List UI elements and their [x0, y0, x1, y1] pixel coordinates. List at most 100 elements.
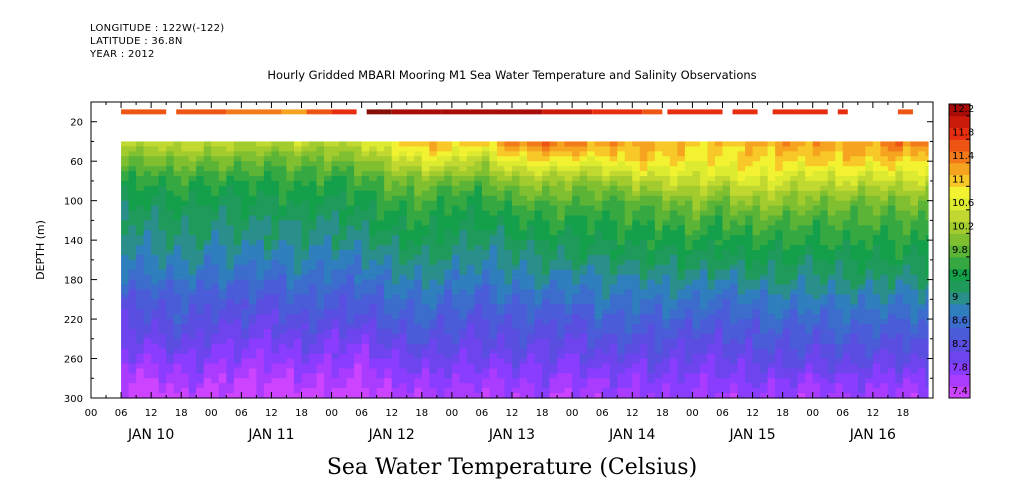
heatmap-cell [707, 171, 716, 177]
heatmap-cell [226, 185, 235, 192]
heatmap-cell [241, 319, 250, 325]
heatmap-cell [188, 254, 197, 261]
heatmap-cell [376, 250, 385, 256]
heatmap-cell [391, 156, 400, 162]
heatmap-cell [436, 146, 445, 152]
heatmap-cell [579, 328, 588, 335]
heatmap-cell [361, 151, 370, 157]
heatmap-cell [376, 383, 385, 389]
heatmap-cell [241, 269, 250, 276]
heatmap-cell [166, 388, 175, 394]
heatmap-cell [835, 314, 844, 320]
heatmap-cell [309, 156, 318, 162]
heatmap-cell [617, 309, 626, 315]
heatmap-cell [797, 328, 806, 335]
heatmap-cell [639, 156, 648, 162]
heatmap-cell [181, 353, 190, 360]
heatmap-cell [218, 264, 227, 271]
heatmap-cell [519, 176, 528, 182]
heatmap-cell [203, 314, 212, 320]
heatmap-cell [309, 245, 318, 251]
heatmap-cell [203, 200, 212, 207]
heatmap-cell [692, 358, 701, 365]
heatmap-cell [278, 393, 288, 399]
heatmap-cell [384, 156, 393, 162]
heatmap-cell [233, 200, 242, 207]
heatmap-cell [684, 363, 694, 369]
heatmap-cell [181, 161, 190, 167]
heatmap-cell [444, 171, 453, 177]
heatmap-cell [714, 240, 724, 246]
heatmap-cell [218, 195, 227, 202]
heatmap-cell [391, 200, 400, 207]
heatmap-cell [121, 304, 130, 310]
heatmap-cell [324, 343, 333, 350]
heatmap-cell [429, 195, 438, 202]
heatmap-cell [151, 254, 160, 261]
heatmap-cell [136, 259, 145, 266]
heatmap-cell [218, 190, 227, 197]
heatmap-cell [166, 274, 175, 281]
heatmap-cell [557, 378, 566, 384]
heatmap-cell [278, 176, 288, 182]
heatmap-cell [587, 240, 596, 246]
heatmap-cell [173, 358, 182, 365]
year-label: YEAR : 2012 [90, 49, 155, 60]
heatmap-cell [496, 324, 506, 330]
heatmap-cell [647, 279, 656, 286]
heatmap-cell [451, 205, 460, 212]
heatmap-cell [752, 225, 761, 231]
heatmap-cell [699, 220, 709, 226]
heatmap-cell [692, 343, 701, 350]
heatmap-cell [466, 230, 476, 236]
heatmap-cell [805, 235, 814, 241]
heatmap-cell [481, 294, 491, 300]
heatmap-cell [248, 294, 257, 300]
heatmap-cell [459, 373, 468, 379]
heatmap-cell [331, 230, 340, 236]
heatmap-cell [173, 353, 182, 360]
heatmap-cell [624, 161, 633, 167]
heatmap-cell [632, 294, 641, 300]
heatmap-cell [466, 225, 476, 231]
heatmap-cell [812, 328, 821, 335]
heatmap-cell [181, 368, 190, 374]
heatmap-cell [752, 333, 761, 340]
heatmap-cell [737, 333, 746, 340]
heatmap-cell [820, 215, 829, 221]
heatmap-cell [564, 338, 573, 345]
heatmap-cell [496, 284, 506, 291]
heatmap-cell [812, 324, 821, 330]
heatmap-cell [775, 185, 784, 192]
heatmap-cell [451, 348, 460, 355]
heatmap-cell [263, 304, 273, 310]
heatmap-cell [241, 309, 250, 315]
heatmap-cell [151, 171, 160, 177]
heatmap-cell [421, 343, 430, 350]
heatmap-cell [557, 353, 566, 360]
heatmap-cell [542, 284, 551, 291]
heatmap-cell [692, 338, 701, 345]
heatmap-cell [361, 161, 370, 167]
heatmap-cell [271, 304, 280, 310]
heatmap-cell [542, 299, 551, 305]
heatmap-cell [248, 269, 257, 276]
heatmap-cell [512, 309, 521, 315]
heatmap-cell [376, 176, 385, 182]
heatmap-cell [158, 250, 167, 256]
heatmap-cell [812, 220, 821, 226]
heatmap-cell [346, 146, 355, 152]
heatmap-cell [339, 304, 348, 310]
heatmap-cell [722, 190, 731, 197]
heatmap-cell [451, 304, 460, 310]
heatmap-cell [143, 235, 152, 241]
heatmap-cell [812, 200, 821, 207]
heatmap-cell [361, 388, 370, 394]
heatmap-cell [722, 176, 731, 182]
heatmap-cell [827, 176, 836, 182]
heatmap-cell [271, 146, 280, 152]
heatmap-cell [579, 176, 588, 182]
heatmap-cell [797, 304, 806, 310]
heatmap-cell [609, 333, 618, 340]
heatmap-cell [534, 294, 543, 300]
